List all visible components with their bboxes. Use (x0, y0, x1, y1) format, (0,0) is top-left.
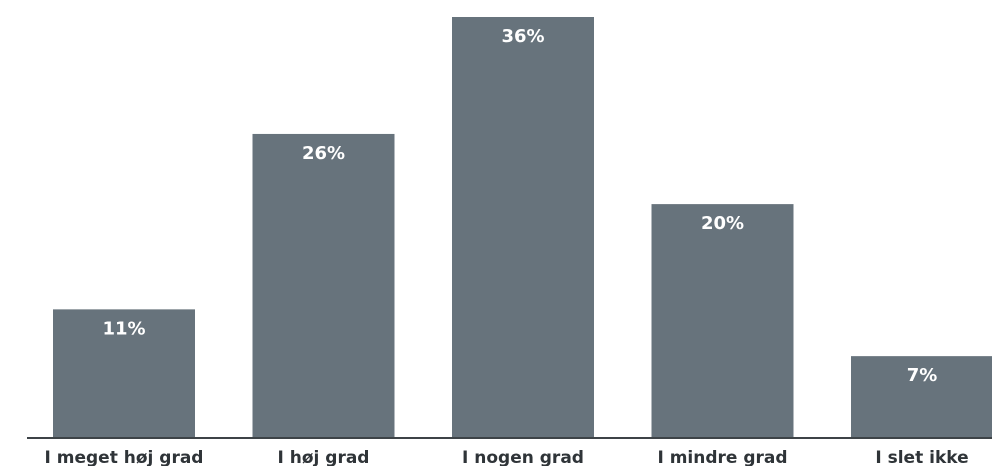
bar-value-label-0: 11% (102, 318, 145, 339)
category-label-4: I slet ikke (875, 448, 968, 466)
bar-2 (452, 17, 594, 438)
bars-group (53, 17, 992, 438)
bar-value-label-3: 20% (701, 213, 744, 234)
category-label-2: I nogen grad (462, 448, 584, 466)
category-label-0: I meget høj grad (45, 448, 204, 466)
bar-3 (651, 204, 794, 438)
bar-value-label-2: 36% (501, 26, 544, 47)
category-label-1: I høj grad (278, 448, 370, 466)
category-labels-group: I meget høj grad I høj grad I nogen grad I … (45, 448, 969, 466)
bar-0 (53, 309, 195, 438)
bar-value-label-1: 26% (302, 143, 345, 164)
bar-4 (851, 356, 992, 438)
bar-value-label-4: 7% (907, 365, 938, 386)
bar-labels-group: 11% 26% 36% 20% 7% (102, 26, 937, 386)
category-label-3: I mindre grad (657, 448, 787, 466)
bar-1 (252, 133, 395, 438)
